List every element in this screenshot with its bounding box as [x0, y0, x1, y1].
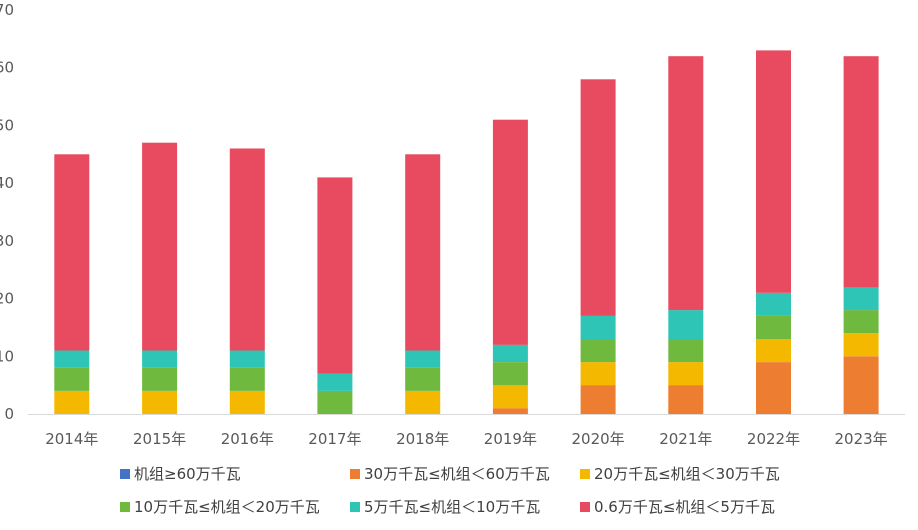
- bar-segment-2: [142, 390, 178, 414]
- x-tick-label: 2020年: [572, 430, 625, 448]
- bar-segment-5: [229, 148, 265, 351]
- bar-segment-3: [317, 390, 353, 414]
- legend-label: 30万千瓦≤机组＜60万千瓦: [364, 465, 550, 483]
- legend-label: 10万千瓦≤机组＜20万千瓦: [134, 498, 320, 516]
- bar-segment-2: [843, 333, 879, 357]
- bar-segment-4: [668, 310, 704, 339]
- y-tick-label: 50: [0, 116, 14, 134]
- bar-segment-2: [580, 362, 616, 386]
- bar-segment-3: [405, 367, 441, 391]
- bar-segment-3: [492, 362, 528, 386]
- legend-swatch: [350, 469, 360, 479]
- bar-segment-5: [580, 79, 616, 316]
- bar-segment-4: [843, 287, 879, 311]
- bar-segment-4: [142, 350, 178, 368]
- x-tick-label: 2019年: [484, 430, 537, 448]
- bar-segment-5: [54, 154, 90, 351]
- bar-segment-2: [229, 390, 265, 414]
- bar-segment-3: [54, 367, 90, 391]
- plot-area: [54, 50, 879, 414]
- bar-segment-4: [580, 315, 616, 339]
- x-axis-ticks: 2014年 2015年 2016年 2017年 2018年 2019年 2020年 2021年…: [45, 430, 887, 448]
- bar-segment-2: [756, 339, 791, 363]
- bar-segment-1: [668, 385, 704, 414]
- y-axis-ticks: 0 10 20 30 40 50 60 70: [0, 1, 14, 423]
- legend-item: 机组≥60万千瓦: [120, 465, 241, 483]
- bar-segment-1: [580, 385, 616, 414]
- legend-item: 10万千瓦≤机组＜20万千瓦: [120, 498, 320, 516]
- legend-swatch: [580, 502, 590, 512]
- legend-label: 5万千瓦≤机组＜10万千瓦: [364, 498, 540, 516]
- legend-swatch: [350, 502, 360, 512]
- bar-segment-2: [54, 390, 90, 414]
- y-tick-label: 60: [0, 59, 14, 77]
- y-tick-label: 70: [0, 1, 14, 19]
- y-tick-label: 10: [0, 347, 14, 365]
- legend-label: 机组≥60万千瓦: [134, 465, 241, 483]
- x-tick-label: 2018年: [396, 430, 449, 448]
- bar-segment-5: [843, 56, 879, 288]
- bar-segment-5: [142, 142, 178, 351]
- legend-swatch: [120, 502, 130, 512]
- x-tick-label: 2017年: [308, 430, 361, 448]
- legend-item: 5万千瓦≤机组＜10万千瓦: [350, 498, 540, 516]
- bar-segment-4: [54, 350, 90, 368]
- bar-segment-5: [756, 50, 791, 293]
- legend-label: 20万千瓦≤机组＜30万千瓦: [594, 465, 780, 483]
- bar-segment-3: [142, 367, 178, 391]
- x-tick-label: 2015年: [133, 430, 186, 448]
- bar-segment-3: [668, 339, 704, 363]
- legend-swatch: [120, 469, 130, 479]
- bar-segment-5: [492, 119, 528, 345]
- legend-item: 30万千瓦≤机组＜60万千瓦: [350, 465, 550, 483]
- bar-segment-5: [668, 56, 704, 311]
- bar-segment-3: [843, 310, 879, 334]
- legend-item: 0.6万千瓦≤机组＜5万千瓦: [580, 498, 775, 516]
- bar-segment-5: [317, 177, 353, 374]
- legend-item: 20万千瓦≤机组＜30万千瓦: [580, 465, 780, 483]
- x-tick-label: 2016年: [221, 430, 274, 448]
- bar-segment-1: [492, 408, 528, 414]
- bar-segment-1: [843, 356, 879, 414]
- bar-segment-2: [492, 385, 528, 409]
- bar-segment-5: [405, 154, 441, 351]
- x-tick-label: 2023年: [835, 430, 888, 448]
- legend-label: 0.6万千瓦≤机组＜5万千瓦: [594, 498, 775, 516]
- bar-segment-4: [492, 344, 528, 362]
- legend: 机组≥60万千瓦 30万千瓦≤机组＜60万千瓦 20万千瓦≤机组＜30万千瓦 10万千…: [120, 465, 780, 516]
- y-tick-label: 20: [0, 290, 14, 308]
- y-tick-label: 40: [0, 174, 14, 192]
- bar-segment-3: [580, 339, 616, 363]
- bar-segment-4: [229, 350, 265, 368]
- bar-segment-3: [756, 315, 791, 339]
- x-tick-label: 2021年: [659, 430, 712, 448]
- bar-segment-4: [317, 373, 353, 391]
- y-tick-label: 0: [4, 405, 14, 423]
- legend-swatch: [580, 469, 590, 479]
- y-tick-label: 30: [0, 232, 14, 250]
- bar-segment-4: [756, 292, 791, 316]
- bar-segment-4: [405, 350, 441, 368]
- bar-segment-2: [405, 390, 441, 414]
- bar-segment-3: [229, 367, 265, 391]
- bar-segment-1: [756, 362, 791, 414]
- x-tick-label: 2014年: [45, 430, 98, 448]
- x-tick-label: 2022年: [747, 430, 800, 448]
- bar-segment-2: [668, 362, 704, 386]
